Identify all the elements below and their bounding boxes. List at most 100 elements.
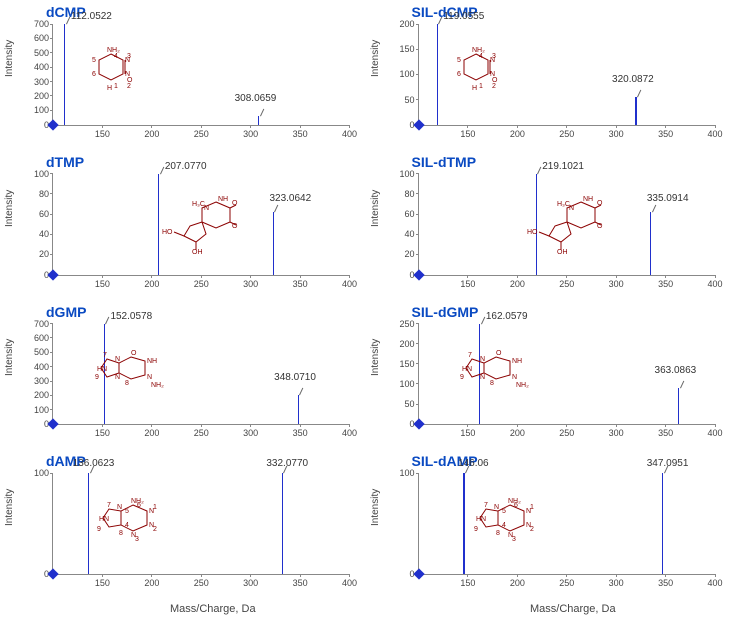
svg-text:4: 4	[502, 522, 506, 529]
svg-text:N: N	[494, 504, 499, 511]
y-tick: 0	[389, 570, 415, 579]
peak	[635, 97, 636, 125]
x-tick: 200	[510, 280, 525, 289]
svg-text:8: 8	[490, 380, 494, 387]
svg-text:N: N	[490, 71, 495, 78]
svg-text:9: 9	[474, 526, 478, 533]
y-tick: 0	[389, 121, 415, 130]
origin-marker-icon	[47, 419, 58, 430]
x-tick: 250	[194, 429, 209, 438]
x-tick: 400	[342, 130, 357, 139]
svg-text:1: 1	[479, 83, 483, 90]
x-tick: 150	[460, 579, 475, 588]
y-tick: 400	[23, 363, 49, 372]
y-tick: 0	[389, 420, 415, 429]
svg-text:1: 1	[114, 83, 118, 90]
svg-text:5: 5	[125, 508, 129, 515]
svg-text:6: 6	[514, 502, 518, 509]
svg-text:NH₂: NH₂	[472, 47, 485, 54]
svg-text:O: O	[232, 200, 238, 207]
x-tick: 350	[658, 130, 673, 139]
spectrum-panel-dtmp: dTMP020406080100150200250300350400207.07…	[10, 156, 356, 298]
x-tick: 400	[342, 579, 357, 588]
svg-text:N: N	[149, 508, 154, 515]
peak-label: 323.0642	[269, 193, 311, 204]
svg-text:HN: HN	[476, 516, 486, 523]
x-tick: 150	[460, 429, 475, 438]
y-tick: 500	[23, 348, 49, 357]
x-tick: 350	[293, 579, 308, 588]
svg-text:N: N	[147, 374, 152, 381]
x-tick: 300	[243, 579, 258, 588]
plot-area: 0100150200250300350400146.06347.0951NH₂N…	[418, 473, 716, 575]
x-tick: 300	[243, 280, 258, 289]
peak-label: 219.1021	[542, 161, 584, 172]
svg-text:O: O	[492, 77, 498, 84]
svg-text:N: N	[480, 374, 485, 381]
x-tick: 250	[559, 429, 574, 438]
origin-marker-icon	[413, 419, 424, 430]
svg-text:N: N	[490, 57, 495, 64]
x-tick: 250	[194, 130, 209, 139]
svg-text:O: O	[127, 77, 133, 84]
x-tick: 350	[658, 429, 673, 438]
x-tick: 250	[559, 130, 574, 139]
y-tick: 100	[23, 106, 49, 115]
svg-text:7: 7	[484, 502, 488, 509]
x-tick: 350	[293, 429, 308, 438]
y-axis-label: Intensity	[4, 40, 15, 77]
svg-text:8: 8	[125, 380, 129, 387]
svg-text:HN: HN	[99, 516, 109, 523]
y-tick: 100	[389, 380, 415, 389]
svg-text:NH₂: NH₂	[107, 47, 120, 54]
molecule-adenine: NH₂NNNNHN798123564	[472, 497, 552, 549]
y-tick: 80	[389, 190, 415, 199]
svg-text:N: N	[115, 356, 120, 363]
y-tick: 60	[23, 210, 49, 219]
svg-text:NH₂: NH₂	[508, 498, 521, 505]
x-axis-label-right: Mass/Charge, Da	[530, 603, 616, 615]
svg-text:2: 2	[492, 83, 496, 90]
plot-area: 050100150200150200250300350400119.055532…	[418, 24, 716, 126]
y-tick: 60	[389, 210, 415, 219]
peak-label: 332.0770	[266, 458, 308, 469]
svg-text:N: N	[204, 205, 209, 212]
svg-text:HO: HO	[162, 229, 173, 236]
svg-text:N: N	[131, 532, 136, 539]
svg-text:OH: OH	[557, 249, 568, 256]
peak	[258, 116, 259, 125]
peak-label: 207.0770	[165, 161, 207, 172]
spectrum-panel-sil-damp: SIL-dAMP0100150200250300350400146.06347.…	[376, 455, 722, 597]
y-tick: 100	[389, 170, 415, 179]
y-tick: 200	[23, 92, 49, 101]
molecule-thymine: H₃CONHONHOOH	[525, 196, 615, 258]
y-tick: 20	[23, 250, 49, 259]
svg-text:NH: NH	[218, 196, 228, 203]
y-tick: 150	[389, 360, 415, 369]
plot-area: 0100150200250300350400136.0623332.0770NH…	[52, 473, 350, 575]
y-tick: 600	[23, 334, 49, 343]
peak-label: 348.0710	[274, 372, 316, 383]
y-tick: 40	[389, 230, 415, 239]
y-tick: 100	[23, 469, 49, 478]
peak	[104, 324, 105, 425]
svg-text:6: 6	[457, 71, 461, 78]
origin-marker-icon	[47, 568, 58, 579]
svg-text:NH: NH	[147, 358, 157, 365]
origin-marker-icon	[413, 269, 424, 280]
peak-label: 119.0555	[443, 11, 484, 22]
svg-text:N: N	[115, 374, 120, 381]
svg-text:N: N	[480, 356, 485, 363]
svg-text:N: N	[526, 522, 531, 529]
svg-text:3: 3	[492, 53, 496, 60]
svg-text:7: 7	[107, 502, 111, 509]
svg-text:4: 4	[479, 53, 483, 60]
svg-text:9: 9	[460, 374, 464, 381]
x-axis-label-left: Mass/Charge, Da	[170, 603, 256, 615]
x-tick: 350	[293, 130, 308, 139]
svg-text:2: 2	[127, 83, 131, 90]
peak	[678, 388, 679, 424]
x-tick: 200	[144, 429, 159, 438]
x-tick: 300	[609, 579, 624, 588]
peak	[88, 473, 89, 574]
